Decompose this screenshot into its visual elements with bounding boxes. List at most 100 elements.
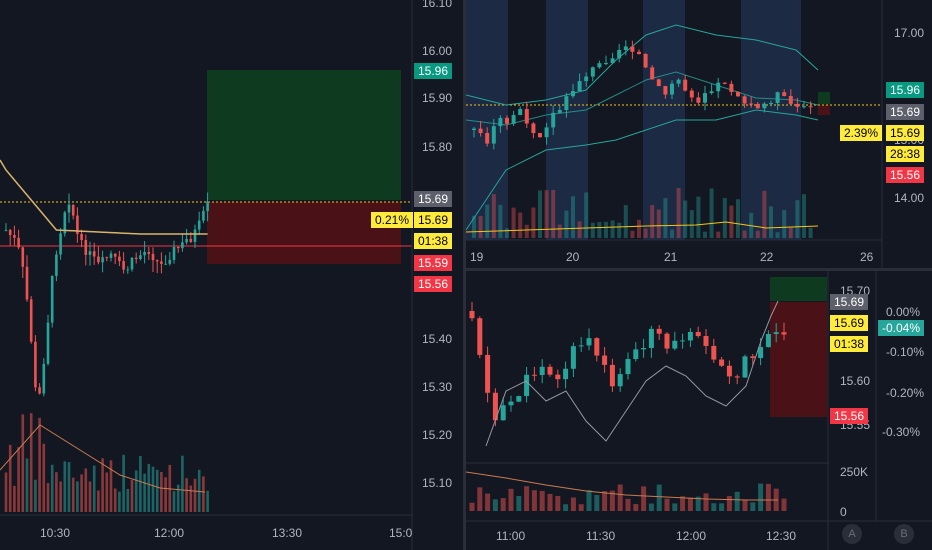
candle-body (689, 90, 694, 98)
volume-bar (531, 207, 536, 238)
volume-bar (500, 498, 506, 511)
candle-body (711, 345, 717, 360)
volume-bar (643, 228, 648, 238)
rt-date-ticks-label: 20 (566, 250, 580, 264)
candle-body (97, 256, 100, 263)
candle-body (485, 133, 490, 144)
volume-bar (610, 220, 615, 238)
candle-body (113, 253, 117, 257)
volume-bar (563, 504, 569, 511)
bollinger-upper (466, 24, 819, 106)
candle-body (176, 247, 180, 249)
candle-body (719, 359, 725, 366)
volume-bar (734, 491, 740, 511)
left-time-ticks-label: 15:0 (389, 526, 413, 540)
loss-zone[interactable] (207, 202, 401, 264)
horizontal-divider[interactable] (466, 268, 932, 271)
profit-zone[interactable] (207, 70, 401, 200)
candle-body (181, 242, 184, 249)
volume-bar (544, 190, 549, 238)
candle-body (193, 229, 197, 242)
volume-bar (21, 414, 25, 512)
volume-bar (8, 444, 12, 512)
candle-body (749, 103, 754, 105)
volume-bar (13, 485, 16, 512)
candle-body (147, 251, 151, 254)
vertical-divider[interactable] (463, 0, 466, 550)
candle-body (92, 251, 96, 257)
rb-price-ticks-label: 15.60 (840, 374, 871, 388)
candle-body (617, 374, 623, 387)
candle-body (105, 257, 109, 259)
volume-bar (38, 417, 41, 512)
volume-bar (633, 504, 639, 511)
right-bottom-chart-svg[interactable] (466, 271, 932, 550)
b-button[interactable]: B (894, 524, 914, 544)
volume-bar (782, 209, 787, 238)
candle-body (50, 275, 54, 323)
candle-body (538, 133, 542, 138)
volume-bar (641, 486, 647, 511)
volume-bar (602, 491, 608, 511)
candle-body (478, 128, 483, 134)
left-time-ticks-label: 12:00 (154, 526, 185, 540)
volume-bar (97, 490, 100, 512)
right-bottom-chart-pane[interactable]: 15.70 15.60 15.55 0.00% -0.10% -0.20% -0.30% … (466, 271, 932, 550)
candle-body (8, 229, 12, 236)
rb-percent-change-tag: -0.04% (878, 320, 925, 336)
volume-bar (680, 496, 686, 511)
candle-body (508, 401, 514, 406)
left-price-ticks-label: 15.40 (422, 332, 453, 346)
compare-line (485, 300, 779, 447)
candle-body (729, 83, 734, 92)
rt-percent-price-tag: 15.69 (886, 125, 925, 141)
volume-bar (664, 498, 670, 511)
volume-bar (765, 483, 771, 511)
rt-stop-tag: 15.56 (886, 167, 925, 183)
candle-body (577, 81, 582, 92)
left-chart-pane[interactable]: 16.10 16.00 15.90 15.80 15.40 15.30 15.20 15.10… (0, 0, 463, 550)
candle-body (13, 235, 16, 238)
candle-body (516, 396, 522, 402)
candle-body (477, 318, 483, 355)
volume-bar (711, 503, 717, 511)
volume-bar (650, 205, 655, 238)
volume-bar (176, 484, 180, 512)
rt-current-tag: 15.69 (886, 104, 925, 120)
volume-bar (689, 210, 694, 238)
volume-bar (802, 194, 806, 238)
a-button[interactable]: A (842, 524, 862, 544)
left-chart-svg[interactable] (0, 0, 463, 550)
volume-bar (726, 496, 732, 511)
volume-bar (524, 486, 530, 511)
volume-bar (160, 471, 163, 512)
candle-body (773, 332, 779, 334)
volume-bar (508, 488, 514, 511)
volume-bar (185, 478, 188, 512)
candle-body (17, 237, 20, 248)
candle-body (25, 266, 29, 300)
volume-bar (518, 212, 523, 238)
rb-volume-ma (466, 471, 778, 501)
candle-body (539, 366, 545, 375)
stop-price-tag: 15.56 (414, 276, 453, 292)
volume-bar (498, 204, 503, 238)
volume-bar (719, 503, 725, 511)
rb-time-ticks-label: 12:00 (676, 529, 707, 543)
volume-bar (42, 443, 46, 512)
candle-body (664, 333, 670, 349)
volume-bar (703, 231, 707, 238)
volume-bar (80, 474, 83, 512)
volume-bar (762, 190, 767, 238)
candle-body (781, 332, 787, 335)
candle-body (67, 204, 71, 213)
candle-body (139, 255, 142, 260)
right-top-chart-svg[interactable] (466, 0, 932, 268)
candle-body (769, 103, 773, 105)
left-price-ticks-label: 16.00 (422, 44, 453, 58)
volume-bar (547, 493, 553, 511)
candle-body (491, 126, 496, 144)
candle-body (151, 253, 155, 261)
volume-bar (155, 469, 159, 512)
